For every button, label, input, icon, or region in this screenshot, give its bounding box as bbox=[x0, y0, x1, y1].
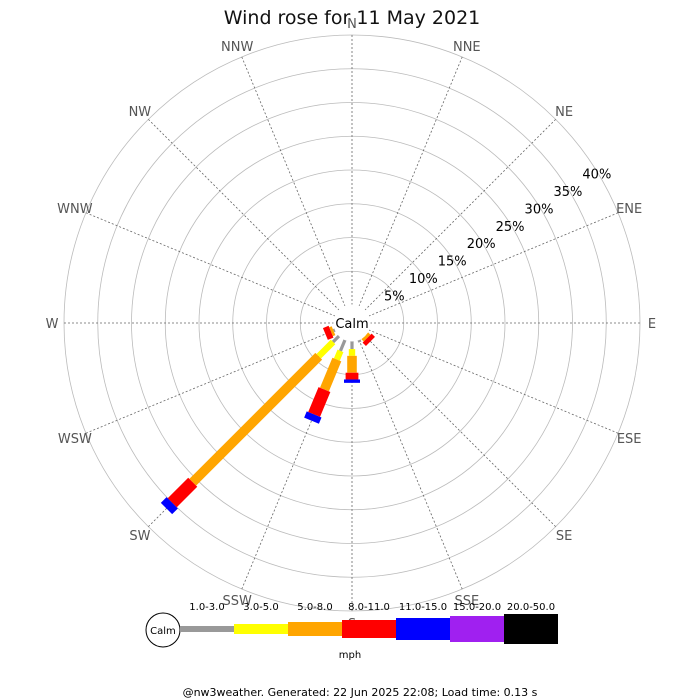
legend-bin-label: 15.0-20.0 bbox=[453, 602, 501, 613]
grid-spoke bbox=[85, 329, 336, 434]
legend-unit: mph bbox=[339, 650, 361, 661]
footer-text: @nw3weather. Generated: 22 Jun 2025 22:0… bbox=[183, 686, 538, 699]
legend-swatch bbox=[504, 614, 558, 644]
grid-spoke bbox=[364, 335, 556, 527]
radial-tick-label: 15% bbox=[438, 255, 467, 270]
petal-segment-sw bbox=[189, 352, 323, 486]
direction-label: SW bbox=[129, 529, 150, 544]
wind-petals bbox=[160, 325, 375, 515]
radial-tick-labels: 5% 10%15%20%25%30% 35%40% bbox=[384, 168, 611, 305]
radial-tick-label: 40% bbox=[582, 168, 611, 183]
legend-bin-label: 8.0-11.0 bbox=[348, 602, 390, 613]
grid-spoke bbox=[148, 119, 340, 311]
petal-segment-sw bbox=[316, 339, 336, 359]
grid-spoke bbox=[85, 212, 336, 317]
radial-tick-label: 25% bbox=[496, 220, 525, 235]
grid-spoke bbox=[368, 329, 619, 434]
radial-tick-label: 5% bbox=[384, 289, 405, 304]
petal-segment-se bbox=[362, 333, 375, 346]
polar-grid bbox=[63, 34, 641, 612]
direction-label: E bbox=[648, 317, 656, 332]
direction-label: N bbox=[347, 17, 357, 32]
direction-label: NNE bbox=[453, 40, 481, 55]
calm-label: Calm bbox=[335, 317, 368, 332]
direction-label: NNW bbox=[221, 40, 253, 55]
grid-spoke bbox=[368, 212, 619, 317]
radial-tick-label: 10% bbox=[409, 272, 438, 287]
petal-segment-sw bbox=[167, 477, 198, 508]
direction-label: WNW bbox=[57, 202, 93, 217]
direction-label: SSW bbox=[223, 594, 253, 609]
petal-segment-ssw bbox=[320, 357, 342, 392]
radial-tick-label: 30% bbox=[525, 202, 554, 217]
grid-spoke bbox=[364, 119, 556, 311]
grid-ring bbox=[198, 169, 506, 477]
petal-segment-ssw bbox=[333, 349, 344, 361]
legend-swatch bbox=[396, 618, 450, 640]
grid-ring bbox=[266, 237, 438, 409]
direction-label: SE bbox=[556, 529, 572, 544]
speed-legend: Calm 1.0-3.0 3.0-5.0 5.0-8.0 8.0-11.0 11.0-1… bbox=[145, 602, 558, 661]
legend-bin-label: 3.0-5.0 bbox=[243, 602, 278, 613]
legend-swatch bbox=[342, 620, 396, 638]
grid-ring bbox=[131, 102, 573, 544]
calm-center: Calm bbox=[333, 304, 371, 342]
legend-bin-label: 11.0-15.0 bbox=[399, 602, 447, 613]
radial-tick-label: 20% bbox=[467, 237, 496, 252]
legend-bin-label: 1.0-3.0 bbox=[189, 602, 224, 613]
petal-segment-sw bbox=[160, 497, 178, 515]
petal-segment-sw bbox=[331, 334, 341, 344]
grid-spoke bbox=[358, 339, 463, 590]
legend-bin-label: 20.0-50.0 bbox=[507, 602, 555, 613]
direction-label: ESE bbox=[617, 432, 642, 447]
legend-bin-label: 5.0-8.0 bbox=[297, 602, 332, 613]
direction-label: SSE bbox=[454, 594, 479, 609]
legend-swatch bbox=[288, 622, 342, 636]
grid-spoke bbox=[358, 56, 463, 307]
petal-segment-se bbox=[361, 332, 371, 342]
legend-swatch bbox=[450, 616, 504, 642]
petal-segment-ssw bbox=[308, 387, 331, 417]
direction-label: ENE bbox=[616, 202, 642, 217]
petal-segment-ssw bbox=[338, 339, 347, 352]
direction-label: WSW bbox=[58, 432, 92, 447]
legend-calm-label: Calm bbox=[150, 626, 176, 637]
radial-tick-label: 35% bbox=[553, 185, 582, 200]
chart-title: Wind rose for 11 May 2021 bbox=[224, 7, 481, 29]
direction-label: NE bbox=[555, 105, 573, 120]
direction-labels: NNNENEENEEESESESSESSSWSWWSWWWNWNWNNW bbox=[46, 17, 657, 632]
direction-label: NW bbox=[129, 105, 152, 120]
petal-segment-wsw bbox=[329, 326, 336, 337]
direction-label: W bbox=[46, 317, 59, 332]
grid-spoke bbox=[241, 56, 346, 307]
petal-segment-ssw bbox=[304, 411, 322, 424]
legend-swatch bbox=[180, 626, 234, 632]
calm-circle bbox=[333, 304, 371, 342]
petal-segment-wsw bbox=[322, 325, 334, 340]
legend-swatch bbox=[234, 624, 288, 634]
